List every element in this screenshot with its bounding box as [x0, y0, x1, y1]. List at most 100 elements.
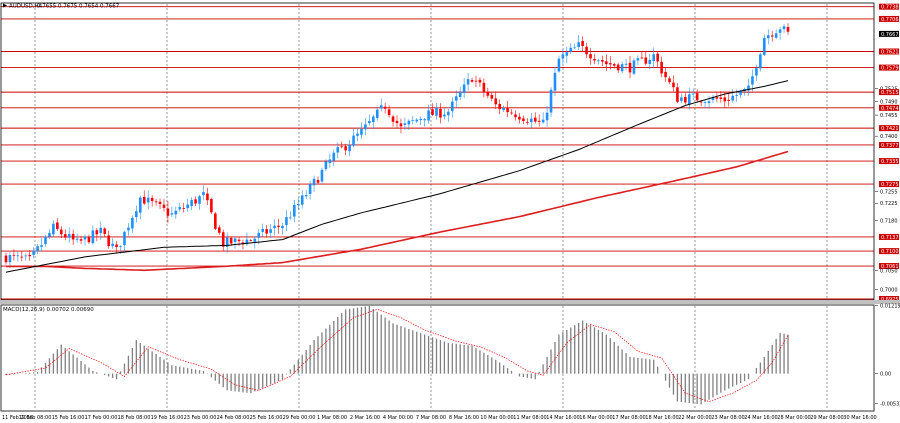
candle-body[interactable] — [368, 120, 371, 124]
candle-body[interactable] — [565, 52, 569, 56]
candle-body[interactable] — [375, 109, 379, 118]
candle-body[interactable] — [79, 239, 83, 241]
candle-body[interactable] — [502, 107, 505, 111]
candle-body[interactable] — [261, 228, 265, 232]
candle-body[interactable] — [439, 108, 442, 118]
candle-body[interactable] — [636, 58, 640, 61]
candle-body[interactable] — [672, 82, 675, 88]
candle-body[interactable] — [83, 236, 87, 240]
candle-body[interactable] — [652, 54, 656, 61]
candle-body[interactable] — [107, 235, 110, 247]
candle-body[interactable] — [415, 119, 419, 122]
candle-body[interactable] — [676, 87, 679, 102]
candle-body[interactable] — [24, 255, 28, 257]
candle-body[interactable] — [620, 64, 624, 72]
candle-body[interactable] — [593, 58, 596, 61]
candle-body[interactable] — [123, 231, 126, 245]
candle-body[interactable] — [115, 244, 118, 248]
candle-body[interactable] — [782, 26, 786, 30]
candle-body[interactable] — [443, 114, 446, 117]
candle-body[interactable] — [336, 147, 340, 153]
candle-body[interactable] — [225, 237, 229, 247]
candle-body[interactable] — [162, 204, 166, 208]
candle-body[interactable] — [486, 91, 490, 96]
candle-body[interactable] — [510, 112, 513, 114]
candle-body[interactable] — [624, 63, 628, 65]
candle-body[interactable] — [399, 123, 403, 127]
candle-body[interactable] — [253, 238, 257, 242]
candle-body[interactable] — [383, 106, 387, 109]
candle-body[interactable] — [91, 230, 95, 244]
candle-body[interactable] — [585, 46, 588, 55]
candle-body[interactable] — [229, 237, 233, 244]
candle-body[interactable] — [569, 47, 573, 52]
candle-body[interactable] — [553, 72, 557, 91]
candle-body[interactable] — [190, 200, 193, 206]
candle-body[interactable] — [731, 95, 735, 101]
candle-body[interactable] — [103, 228, 107, 234]
candle-body[interactable] — [170, 213, 174, 215]
candle-body[interactable] — [589, 54, 592, 59]
candle-body[interactable] — [518, 116, 521, 120]
candle-body[interactable] — [526, 121, 529, 123]
candle-body[interactable] — [739, 91, 742, 95]
candle-body[interactable] — [707, 101, 711, 104]
candle-body[interactable] — [56, 222, 59, 229]
candle-body[interactable] — [316, 179, 320, 183]
candle-body[interactable] — [186, 204, 189, 209]
candle-body[interactable] — [605, 61, 608, 65]
candle-body[interactable] — [48, 232, 51, 237]
candlesticks[interactable] — [4, 23, 790, 268]
candle-body[interactable] — [20, 256, 24, 258]
candle-body[interactable] — [52, 223, 55, 235]
candle-body[interactable] — [577, 42, 580, 47]
candle-body[interactable] — [719, 97, 723, 99]
candle-body[interactable] — [522, 118, 525, 121]
candle-body[interactable] — [470, 79, 474, 82]
candle-body[interactable] — [628, 62, 632, 73]
candle-body[interactable] — [466, 79, 470, 85]
candle-body[interactable] — [344, 146, 347, 151]
candle-body[interactable] — [99, 227, 103, 234]
candle-body[interactable] — [154, 201, 158, 203]
candle-body[interactable] — [304, 195, 308, 197]
candle-body[interactable] — [529, 118, 533, 123]
candle-body[interactable] — [395, 120, 399, 124]
candle-body[interactable] — [482, 82, 486, 92]
candle-body[interactable] — [684, 97, 687, 103]
candle-body[interactable] — [352, 135, 355, 146]
candle-body[interactable] — [217, 227, 221, 233]
candle-body[interactable] — [312, 178, 316, 186]
candle-body[interactable] — [608, 63, 612, 65]
candle-body[interactable] — [237, 239, 241, 242]
candle-body[interactable] — [478, 79, 482, 83]
candle-body[interactable] — [751, 76, 754, 85]
candle-body[interactable] — [561, 54, 565, 59]
candle-body[interactable] — [494, 98, 498, 105]
candle-body[interactable] — [774, 33, 778, 38]
candle-body[interactable] — [727, 99, 731, 101]
candle-body[interactable] — [387, 109, 391, 116]
candle-body[interactable] — [786, 26, 790, 32]
candle-body[interactable] — [364, 124, 367, 130]
candle-body[interactable] — [391, 116, 395, 122]
candle-body[interactable] — [490, 94, 494, 99]
candle-body[interactable] — [763, 37, 766, 55]
candle-body[interactable] — [40, 245, 43, 247]
candle-body[interactable] — [680, 97, 683, 101]
candle-body[interactable] — [245, 239, 249, 245]
candle-body[interactable] — [206, 193, 209, 201]
candle-body[interactable] — [360, 129, 363, 135]
candle-body[interactable] — [770, 35, 774, 37]
candle-body[interactable] — [210, 198, 213, 213]
candle-body[interactable] — [194, 199, 197, 204]
candle-body[interactable] — [419, 118, 422, 121]
candle-body[interactable] — [198, 196, 201, 204]
candle-body[interactable] — [59, 229, 63, 235]
candle-body[interactable] — [233, 238, 237, 243]
candle-body[interactable] — [687, 94, 691, 104]
candle-body[interactable] — [273, 225, 276, 229]
candle-body[interactable] — [545, 112, 549, 121]
candle-body[interactable] — [640, 57, 644, 59]
